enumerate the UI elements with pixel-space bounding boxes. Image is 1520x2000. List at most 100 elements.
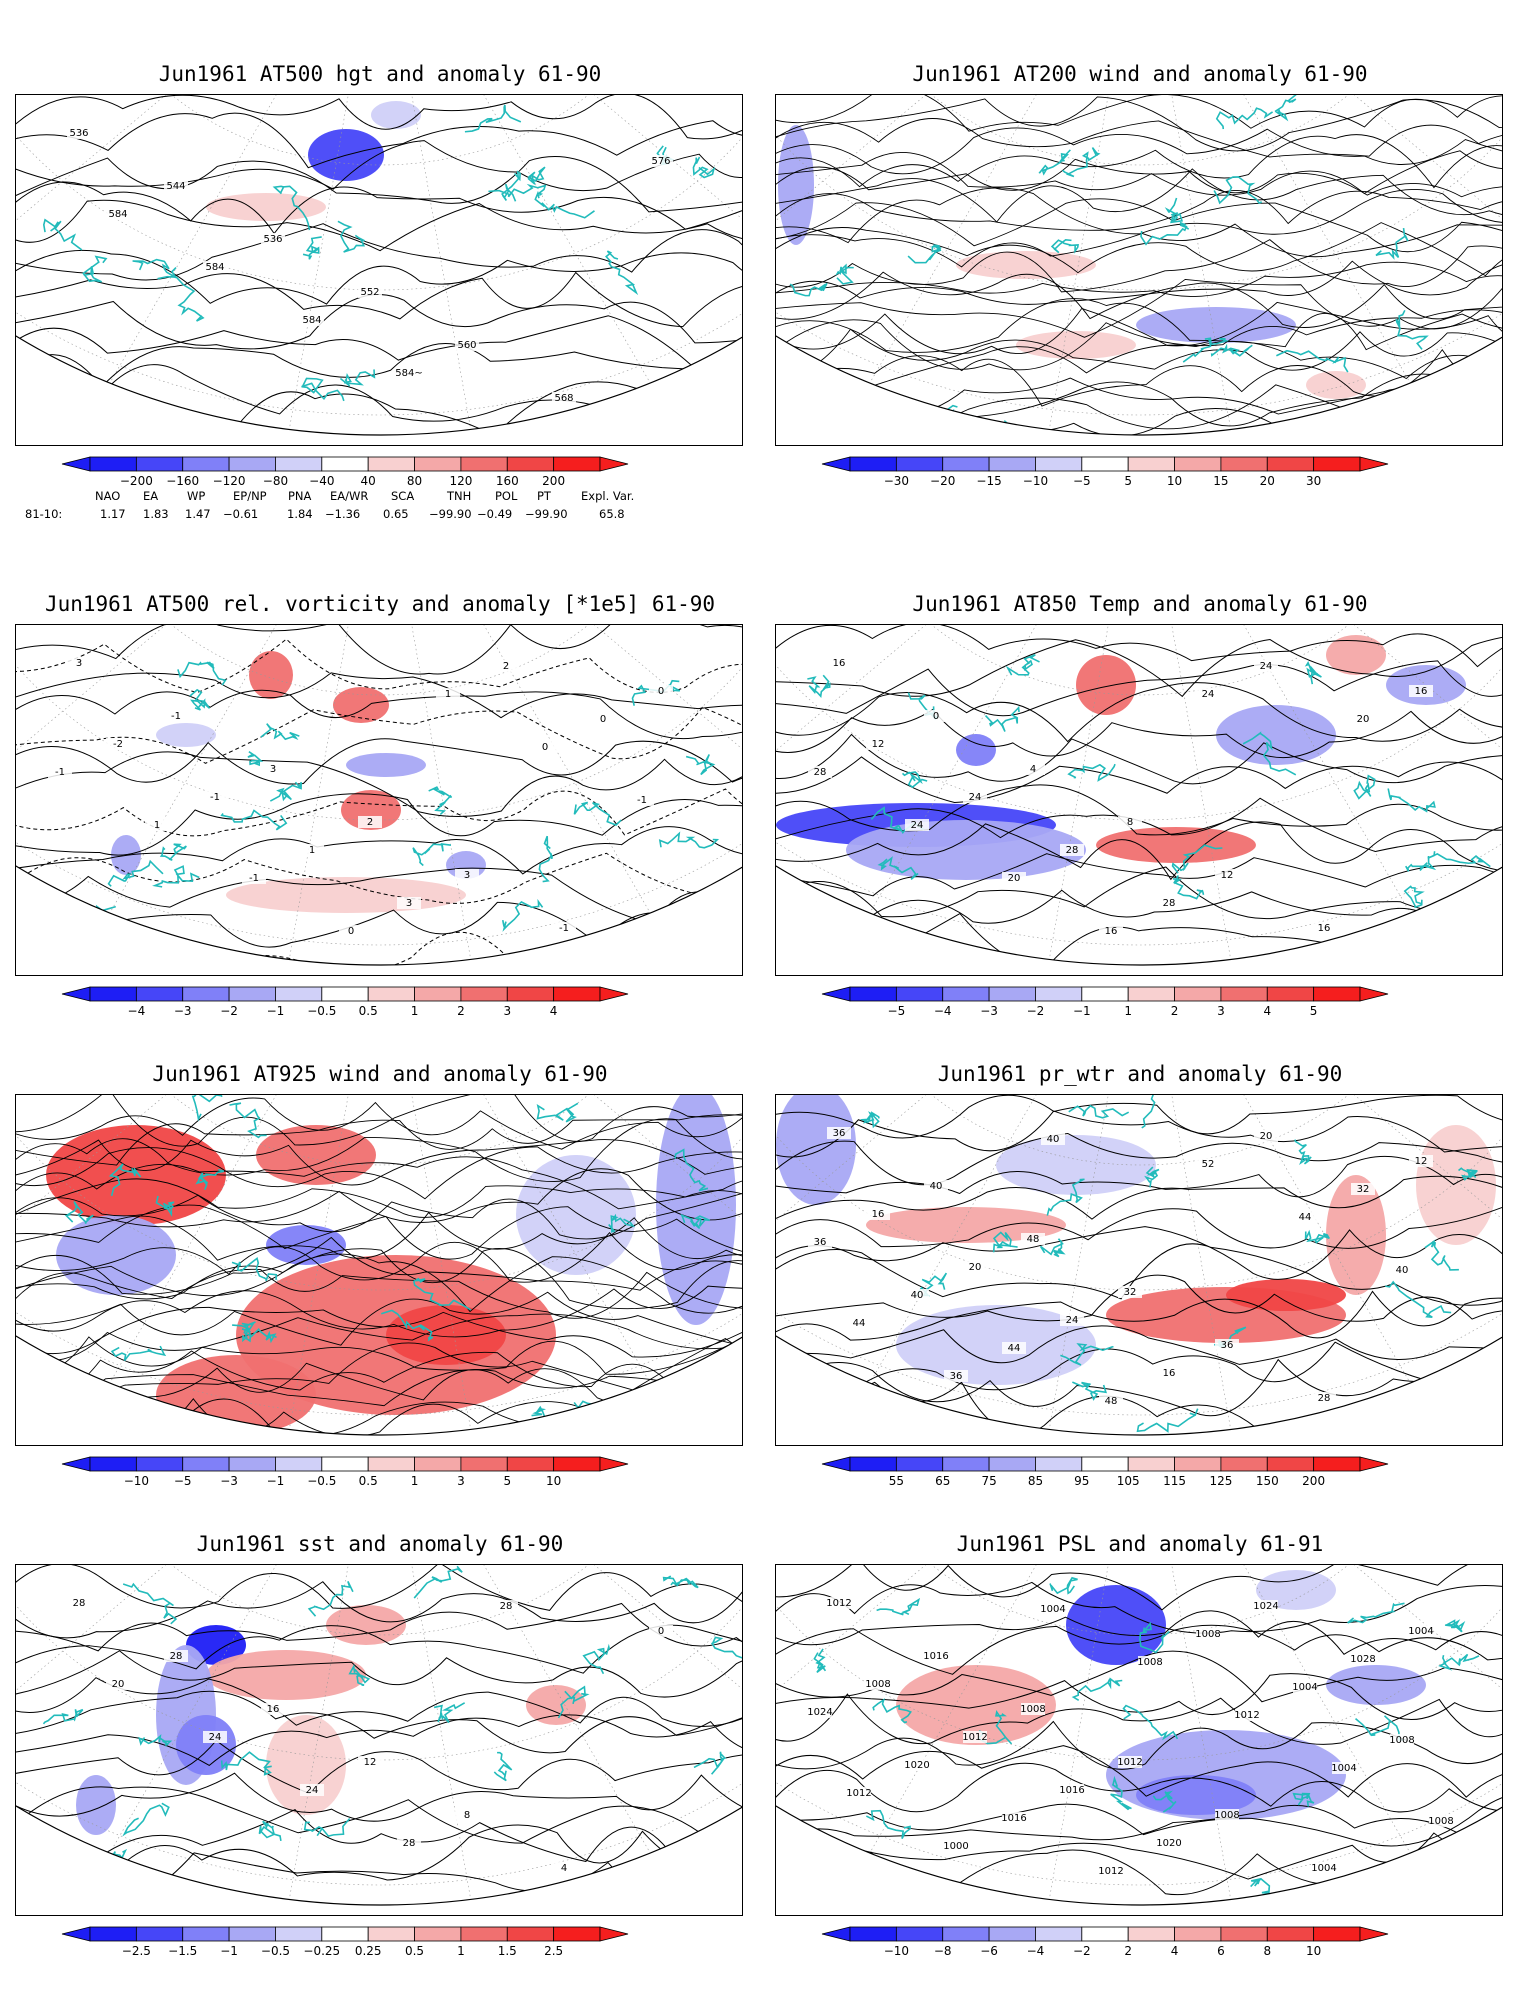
panel-temp850: Jun1961 AT850 Temp and anomaly 61-90 16 0… <box>775 592 1505 1032</box>
contour-label: 2 <box>503 661 509 672</box>
panel-psl: Jun1961 PSL and anomaly 61-91 1012 1016 10… <box>775 1532 1505 1972</box>
colorbar: −2.5 −1.5 −1 −0.5 −0.25 0.25 0.5 1 1.5 2.5 <box>60 1926 715 1966</box>
contour-label: 40 <box>1396 1265 1409 1276</box>
colorbar-tick-label: 0.25 <box>355 1944 382 1958</box>
colorbar-tick-label: −2.5 <box>122 1944 151 1958</box>
colorbar-arrow-right <box>1360 1457 1388 1471</box>
map-domain <box>16 1095 743 1446</box>
index-value: 0.65 <box>383 507 409 521</box>
colorbar-swatch <box>275 457 321 471</box>
coastline <box>302 378 344 400</box>
colorbar-arrow-right <box>600 1927 628 1941</box>
contour-label: 48 <box>1105 1396 1118 1407</box>
coastline <box>1039 150 1070 174</box>
index-value: 1.84 <box>287 507 313 521</box>
colorbar-swatch <box>183 1927 229 1941</box>
contour-line <box>16 1691 743 1753</box>
colorbar-arrow-right <box>600 987 628 1001</box>
latitude-circle <box>776 625 1503 945</box>
colorbar-swatch <box>183 457 229 471</box>
colorbar-swatch <box>507 1457 553 1471</box>
colorbar-tick-label: 55 <box>889 1474 904 1488</box>
colorbar-tick-label: 160 <box>496 474 519 488</box>
colorbar-tick-label: 150 <box>1256 1474 1279 1488</box>
contour-label: 1008 <box>1137 1657 1162 1668</box>
colorbar-tick-label: −20 <box>930 474 955 488</box>
coastline <box>1428 851 1491 866</box>
contour-label: 552 <box>360 287 379 298</box>
contour-label: 36 <box>833 1128 846 1139</box>
colorbar: −5 −4 −3 −2 −1 1 2 3 4 5 <box>820 986 1475 1026</box>
colorbar-swatch <box>322 457 368 471</box>
meridian-line <box>380 625 743 684</box>
map-area: 1012 1016 1008 1012 1008 1004 1004 1008 1012 1016… <box>775 1564 1503 1916</box>
contour-label: 44 <box>1008 1343 1021 1354</box>
colorbar-tick-label: 4 <box>550 1004 558 1018</box>
contour-label: 44 <box>853 1318 866 1329</box>
colorbar-svg <box>60 1456 634 1474</box>
index-header: TNH <box>447 489 471 503</box>
colorbar-tick-label: 3 <box>457 1474 465 1488</box>
colorbar-swatch <box>1221 1457 1267 1471</box>
colorbar-tick-label: 0.5 <box>405 1944 424 1958</box>
contour-label: 1004 <box>1331 1763 1356 1774</box>
contour-label: 0 <box>658 1626 664 1637</box>
contour-label: 560 <box>457 340 476 351</box>
colorbar-tick-label: −80 <box>263 474 288 488</box>
contour-line <box>776 1850 1503 1899</box>
panel-title: Jun1961 pr_wtr and anomaly 61-90 <box>775 1062 1505 1086</box>
panel-hgt500: Jun1961 AT500 hgt and anomaly 61-90 536 5… <box>15 62 745 502</box>
colorbar-swatch <box>229 1927 275 1941</box>
streamline <box>776 128 1503 174</box>
contour-label: 28 <box>814 767 827 778</box>
contour-label: 28 <box>1066 845 1079 856</box>
contour-line <box>16 272 743 326</box>
colorbar-swatch <box>1314 987 1360 1001</box>
contour-label: 1024 <box>807 1707 832 1718</box>
contour-line <box>776 1095 1503 1138</box>
colorbar-tick-label: −5 <box>1073 474 1091 488</box>
colorbar-swatch <box>989 1457 1035 1471</box>
coastline <box>303 237 322 259</box>
colorbar-swatch <box>896 1927 942 1941</box>
colorbar-arrow-left <box>822 1457 850 1471</box>
contour-label: 1004 <box>1408 1626 1433 1637</box>
colorbar-arrow-right <box>600 1457 628 1471</box>
contour-label: 16 <box>1163 1368 1176 1379</box>
map-area: 28 28 16 12 8 4 0 20 24 24 28 28 <box>15 1564 743 1916</box>
contour-label: 20 <box>969 1262 982 1273</box>
contour-label: 44 <box>1299 1212 1312 1223</box>
contour-label: 12 <box>364 1757 377 1768</box>
colorbar-swatch <box>229 457 275 471</box>
coastline <box>1364 942 1398 963</box>
colorbar-tick-label: −0.5 <box>307 1004 336 1018</box>
coastline <box>44 220 82 250</box>
contour-label: 1008 <box>865 1679 890 1690</box>
contour-label: 584 <box>302 315 321 326</box>
colorbar-tick-label: −6 <box>980 1944 998 1958</box>
colorbar-swatch <box>1221 1927 1267 1941</box>
contour-line <box>16 1773 743 1821</box>
coastline <box>1141 223 1189 245</box>
colorbar-tick-label: −40 <box>309 474 334 488</box>
colorbar-swatch <box>461 1927 507 1941</box>
index-header: POL <box>495 489 517 503</box>
contour-label: 584 <box>205 262 224 273</box>
meridian-line <box>380 625 502 976</box>
contour-line <box>776 625 1503 667</box>
contour-label: 28 <box>500 1601 513 1612</box>
map-svg <box>776 95 1503 446</box>
colorbar-swatch <box>1035 457 1081 471</box>
contour-label: -1 <box>249 873 259 884</box>
colorbar-swatch <box>989 1927 1035 1941</box>
map-svg: 3640483236281216202416203236404448524440… <box>776 1095 1503 1446</box>
colorbar-tick-label: −30 <box>884 474 909 488</box>
colorbar-tick-label: −3 <box>220 1474 238 1488</box>
colorbar-tick-label: 115 <box>1163 1474 1186 1488</box>
streamline <box>776 159 1503 205</box>
contour-label: 544 <box>166 181 185 192</box>
coastline <box>664 1576 698 1587</box>
anomaly-shading <box>656 1095 736 1325</box>
contour-label: 0 <box>542 742 548 753</box>
contour-line <box>16 639 743 692</box>
